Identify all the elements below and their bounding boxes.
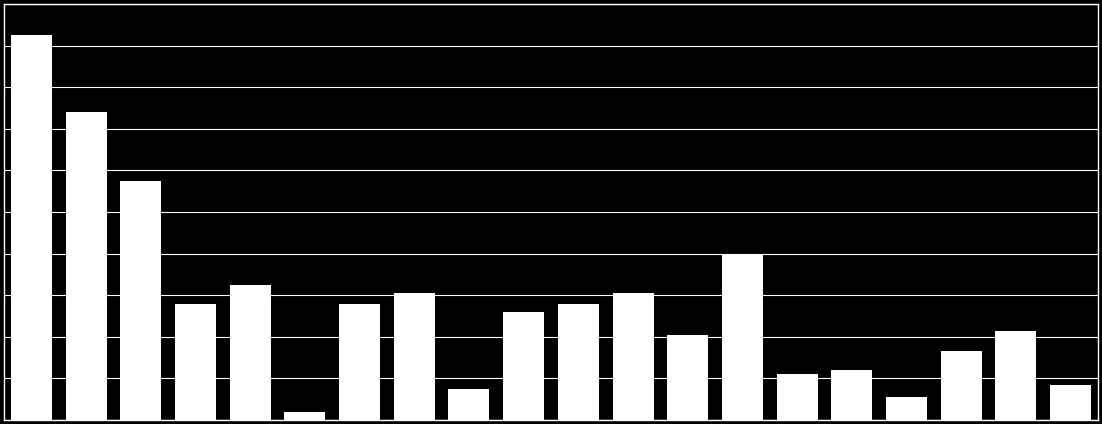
Bar	[558, 304, 598, 420]
Bar	[66, 112, 107, 420]
Bar	[667, 335, 709, 420]
Bar	[722, 254, 763, 420]
Bar	[11, 35, 52, 420]
Bar	[175, 304, 216, 420]
Bar	[504, 312, 544, 420]
Bar	[995, 331, 1036, 420]
Bar	[449, 389, 489, 420]
Bar	[777, 374, 818, 420]
Bar	[886, 397, 927, 420]
Bar	[229, 285, 271, 420]
Bar	[393, 293, 435, 420]
Bar	[1050, 385, 1091, 420]
Bar	[613, 293, 653, 420]
Bar	[339, 304, 380, 420]
Bar	[120, 181, 161, 420]
Bar	[941, 351, 982, 420]
Bar	[284, 412, 325, 420]
Bar	[831, 370, 873, 420]
